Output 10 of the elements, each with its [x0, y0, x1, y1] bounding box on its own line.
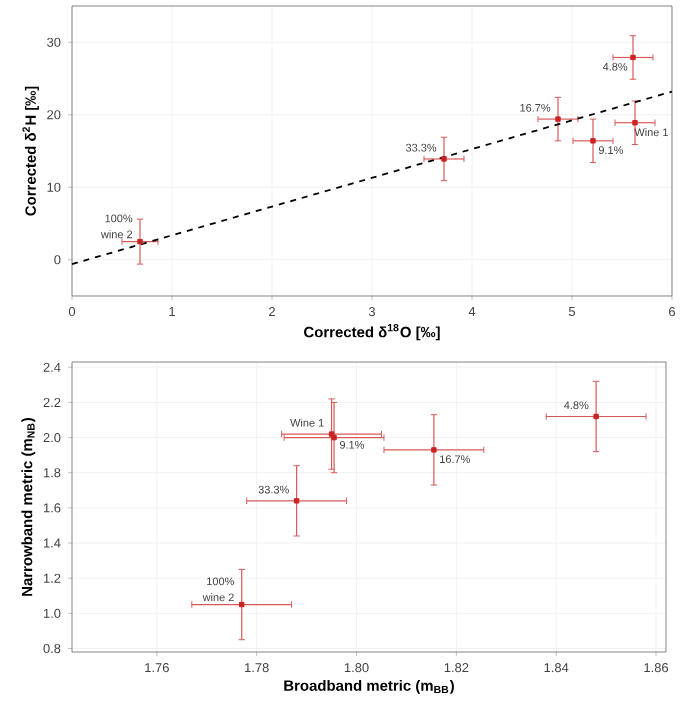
point: [293, 498, 300, 504]
point: [441, 156, 447, 162]
point: [431, 447, 437, 453]
point: [593, 413, 599, 420]
point: [632, 120, 638, 126]
point: [239, 601, 245, 608]
point: [137, 238, 143, 245]
point: [630, 54, 636, 61]
point: [555, 116, 561, 122]
point: [590, 138, 596, 144]
